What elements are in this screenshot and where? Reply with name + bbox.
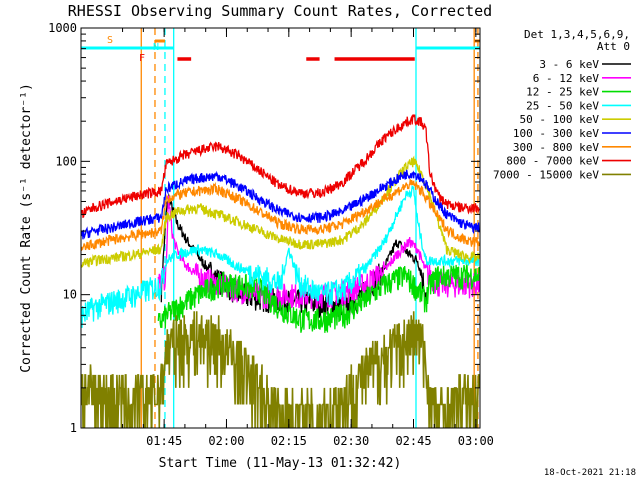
- legend-label-3: 25 - 50 keV: [526, 99, 599, 112]
- legend-label-7: 800 - 7000 keV: [506, 155, 599, 168]
- series-line-5: [81, 169, 480, 240]
- series-line-2: [157, 264, 480, 333]
- y-tick-label-2: 100: [55, 154, 77, 168]
- data-layer: S NF: [81, 28, 480, 428]
- y-axis-label: Corrected Count Rate (s⁻¹ detector⁻¹): [19, 83, 34, 373]
- legend-label-2: 12 - 25 keV: [526, 86, 599, 99]
- series-line-7: [81, 114, 480, 219]
- plot-frame: [80, 27, 481, 429]
- legend-label-5: 100 - 300 keV: [513, 127, 599, 140]
- flag-label-f: F: [139, 53, 145, 64]
- legend-label-4: 50 - 100 keV: [520, 113, 600, 126]
- x-tick-label-4: 02:45: [395, 434, 431, 448]
- y-tick-label-3: 1000: [48, 21, 77, 35]
- y-tick-label-1: 10: [63, 288, 77, 302]
- legend-title-line-0: Det 1,3,4,5,6,9,: [524, 28, 630, 41]
- legend-label-6: 300 - 800 keV: [513, 141, 599, 154]
- series-line-0: [160, 192, 429, 318]
- legend-label-1: 6 - 12 keV: [533, 72, 600, 85]
- flag-label-s: S: [107, 35, 113, 46]
- series-line-8: [81, 311, 480, 428]
- x-tick-label-1: 02:00: [208, 434, 244, 448]
- x-axis-label: Start Time (11-May-13 01:32:42): [159, 456, 402, 471]
- x-tick-label-0: 01:45: [146, 434, 182, 448]
- plot-area: [81, 28, 480, 428]
- chart-title: RHESSI Observing Summary Count Rates, Co…: [68, 2, 492, 20]
- axes-layer: 1 10 100 1000 01:45 02:00 02:15 02:30 02:45 03:00: [48, 21, 494, 448]
- x-tick-label-2: 02:15: [271, 434, 307, 448]
- series-line-6: [81, 178, 480, 251]
- x-tick-label-5: 03:00: [458, 434, 494, 448]
- x-tick-label-3: 02:30: [333, 434, 369, 448]
- flag-label-n: N: [153, 42, 159, 53]
- series-line-4: [81, 155, 480, 268]
- legend-title-line-1: Att 0: [597, 40, 630, 53]
- y-tick-label-0: 1: [70, 421, 77, 435]
- series-line-3: [81, 185, 480, 328]
- legend-label-8: 7000 - 15000 keV: [493, 168, 599, 181]
- footer-timestamp: 18-Oct-2021 21:18: [544, 468, 636, 478]
- legend-label-0: 3 - 6 keV: [539, 58, 599, 71]
